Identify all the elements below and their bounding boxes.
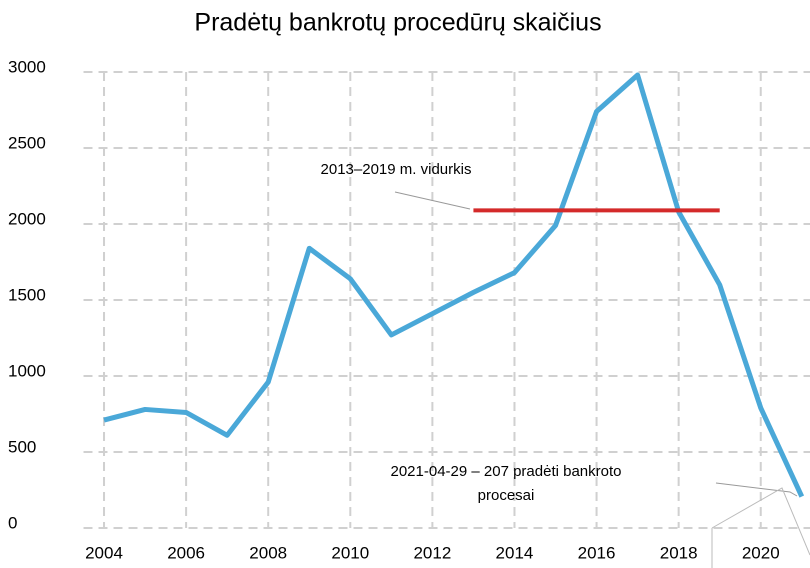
annotation: procesai (478, 487, 535, 504)
x-tick-label: 2014 (496, 543, 534, 562)
grid (83, 71, 810, 529)
x-tick-label: 2008 (249, 543, 287, 562)
y-tick-label: 2000 (8, 209, 46, 228)
y-tick-label: 1000 (8, 361, 46, 380)
chart-title: Pradėtų bankrotų procedūrų skaičius (194, 9, 601, 37)
x-tick-label: 2016 (578, 543, 616, 562)
y-tick-label: 2500 (8, 133, 46, 152)
y-tick-label: 500 (8, 437, 36, 456)
x-tick-label: 2018 (660, 543, 698, 562)
x-tick-label: 2020 (742, 543, 780, 562)
x-tick-label: 2004 (85, 543, 123, 562)
average-label: 2013–2019 m. vidurkis (321, 161, 472, 178)
callout-shape (711, 487, 810, 556)
annotation: 2021-04-29 – 207 pradėti bankroto (390, 463, 621, 480)
leader-line (394, 191, 471, 210)
data-line (103, 72, 805, 498)
x-tick-label: 2006 (167, 543, 205, 562)
y-tick-label: 3000 (8, 57, 46, 76)
x-tick-label: 2012 (413, 543, 451, 562)
y-tick-label: 1500 (8, 285, 46, 304)
x-tick-label: 2010 (331, 543, 369, 562)
y-tick-label: 0 (8, 513, 17, 532)
leader-line (715, 482, 798, 497)
